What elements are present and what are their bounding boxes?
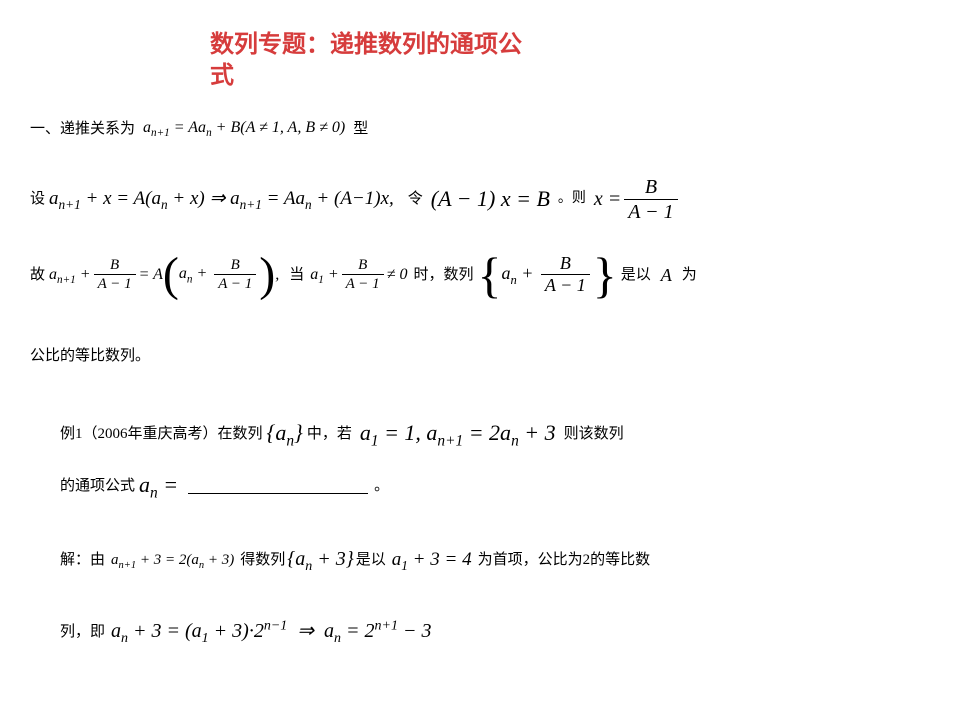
sol2-formula: an + 3 = (a1 + 3)·2n−1 ⇒ an = 2n+1 − 3 (111, 611, 431, 653)
sec1-prefix: 一、递推关系为 (30, 114, 135, 144)
title-line-2: 式 (210, 63, 234, 89)
d2-ne0: ≠ 0 (387, 259, 408, 291)
sol-mid: 得数列 (240, 545, 285, 575)
text-dang: 当 (289, 260, 304, 290)
derivation-line-3: 公比的等比数列。 (30, 341, 930, 371)
deriv-xeq: x = (594, 179, 621, 219)
blank-underline (188, 478, 368, 494)
d2-comma: , (275, 259, 279, 291)
d2-A: A (661, 257, 672, 293)
text-shi: 时，数列 (413, 260, 473, 290)
ex1-period: 。 (374, 471, 389, 501)
text-gongbi: 公比的等比数列。 (30, 348, 150, 364)
ex1-suffix: 则该数列 (564, 419, 624, 449)
solution-line-1: 解：由 an+1 + 3 = 2(an + 3) 得数列 {an + 3} 是以… (30, 539, 930, 581)
section-1-line: 一、递推关系为 an+1 = Aan + B(A ≠ 1, A, B ≠ 0) … (30, 112, 930, 145)
deriv-f1: an+1 + x = A(an + x) ⇒ an+1 = Aan + (A−1… (49, 180, 394, 218)
sol-suffix: 为首项，公比为2的等比数 (478, 545, 651, 575)
sol-set: {an + 3} (287, 539, 354, 581)
ex1-an-set: {an} (267, 411, 303, 457)
text-shiyi: 是以 (621, 260, 651, 290)
ex1-prefix: 例1（2006年重庆高考）在数列 (60, 419, 263, 449)
derivation-line-1: 设 an+1 + x = A(an + x) ⇒ an+1 = Aan + (A… (30, 175, 930, 224)
ex1-zhong: 中，若 (307, 419, 352, 449)
big-brace-1: { an + BA − 1 } (477, 249, 616, 301)
d2-an1: an+1 + (49, 259, 91, 292)
frac-1: BA − 1 (94, 256, 136, 293)
title-line-1: 数列专题：递推数列的通项公 (210, 32, 522, 58)
derivation-line-2: 故 an+1 + BA − 1 = A ( an + BA − 1 ) , 当 … (30, 249, 930, 301)
sol-f1: an+1 + 3 = 2(an + 3) (111, 545, 234, 576)
text-ling: 令 (408, 184, 423, 214)
ex1-line2a: 的通项公式 (60, 471, 135, 501)
sol-prefix: 解：由 (60, 545, 105, 575)
sol2-prefix: 列，即 (60, 617, 105, 647)
deriv-f2: (A − 1) x = B (431, 177, 550, 221)
ex1-an-eq: an = (139, 463, 178, 509)
text-ze: 。则 (558, 185, 586, 213)
sol-a13: a1 + 3 = 4 (392, 541, 472, 579)
example-1-line-1: 例1（2006年重庆高考）在数列 {an} 中，若 a1 = 1, an+1 =… (30, 411, 930, 509)
ex1-cond: a1 = 1, an+1 = 2an + 3 (360, 411, 556, 457)
text-she: 设 (30, 184, 45, 214)
d2-a1: a1 + (310, 259, 338, 292)
text-gu: 故 (30, 260, 45, 290)
sec1-suffix: 型 (353, 114, 368, 144)
frac-2: BA − 1 (342, 256, 384, 293)
page-title: 数列专题：递推数列的通项公 式 (210, 30, 580, 92)
frac-B-Am1: B A − 1 (624, 175, 677, 224)
d2-eqA: = A (139, 259, 163, 291)
big-paren-1: ( an + BA − 1 ) (163, 251, 275, 299)
sec1-formula: an+1 = Aan + B(A ≠ 1, A, B ≠ 0) (143, 112, 345, 145)
text-wei: 为 (682, 260, 697, 290)
solution-line-2: 列，即 an + 3 = (a1 + 3)·2n−1 ⇒ an = 2n+1 −… (30, 611, 930, 653)
sol-shiyi: 是以 (356, 545, 386, 575)
